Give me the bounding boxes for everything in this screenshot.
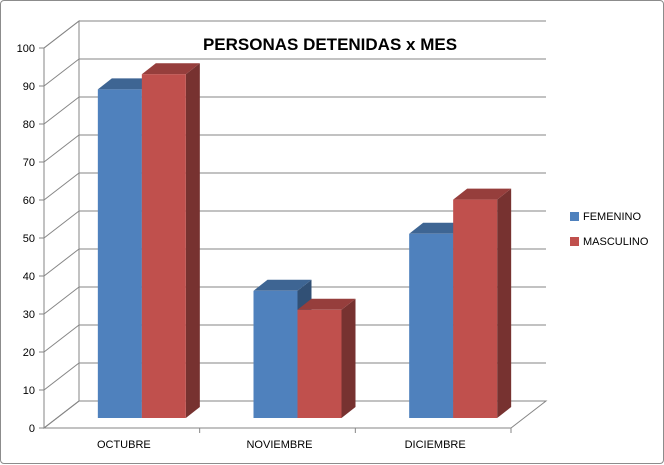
y-tick-label: 70 — [23, 157, 35, 169]
bar-side — [185, 63, 200, 418]
y-tick-label: 60 — [23, 195, 35, 207]
y-tick-label: 90 — [23, 81, 35, 93]
x-category-label: NOVIEMBRE — [246, 439, 312, 451]
bars — [97, 63, 512, 419]
bar-masculino-diciembre — [453, 188, 512, 418]
legend-swatch-masculino — [570, 237, 579, 246]
bar-masculino-noviembre — [297, 298, 356, 418]
bar-top — [97, 78, 156, 90]
y-tick-label: 10 — [23, 385, 35, 397]
bar-top — [253, 279, 312, 291]
gridline-diag — [43, 286, 80, 315]
bar-front — [97, 89, 142, 419]
bar-front — [297, 309, 342, 418]
gridline-diag — [43, 20, 80, 49]
y-axis-ticks: 0 10 20 30 40 50 60 70 80 90 100 — [17, 43, 511, 435]
y-tick-label: 20 — [23, 347, 35, 359]
gridline-diag — [43, 324, 80, 353]
y-tick-label: 30 — [23, 309, 35, 321]
legend-swatch-femenino — [570, 212, 579, 221]
gridline-diag — [43, 172, 80, 201]
bar-top — [409, 222, 468, 234]
gridline-diag — [43, 210, 80, 239]
gridline-diag — [43, 58, 80, 87]
bar-side — [497, 188, 512, 418]
gridline-diag — [43, 248, 80, 277]
bar-front — [453, 199, 498, 418]
legend: FEMENINO MASCULINO — [570, 211, 649, 248]
bar-top — [141, 63, 200, 75]
bar-top — [453, 188, 512, 200]
y-tick-label: 80 — [23, 119, 35, 131]
y-tick-label: 40 — [23, 271, 35, 283]
bar-front — [253, 290, 298, 418]
gridline-diag — [43, 400, 80, 429]
legend-label-masculino: MASCULINO — [583, 236, 649, 248]
x-category-label: OCTUBRE — [97, 439, 151, 451]
y-tick-label: 50 — [23, 233, 35, 245]
bar-top — [297, 298, 356, 310]
bar-front — [409, 233, 454, 418]
y-tick-label: 0 — [29, 423, 35, 435]
chart-title: PERSONAS DETENIDAS x MES — [203, 35, 457, 54]
bar-front — [141, 74, 186, 418]
legend-label-femenino: FEMENINO — [583, 211, 642, 223]
bar-side — [341, 298, 356, 418]
gridline-diag — [43, 96, 80, 125]
gridline-diag — [43, 362, 80, 391]
x-axis-categories: OCTUBRE NOVIEMBRE DICIEMBRE — [97, 428, 512, 451]
y-tick-label: 100 — [17, 43, 35, 55]
gridline-diag — [43, 134, 80, 163]
bar-masculino-octubre — [141, 63, 200, 418]
x-category-label: DICIEMBRE — [405, 439, 466, 451]
